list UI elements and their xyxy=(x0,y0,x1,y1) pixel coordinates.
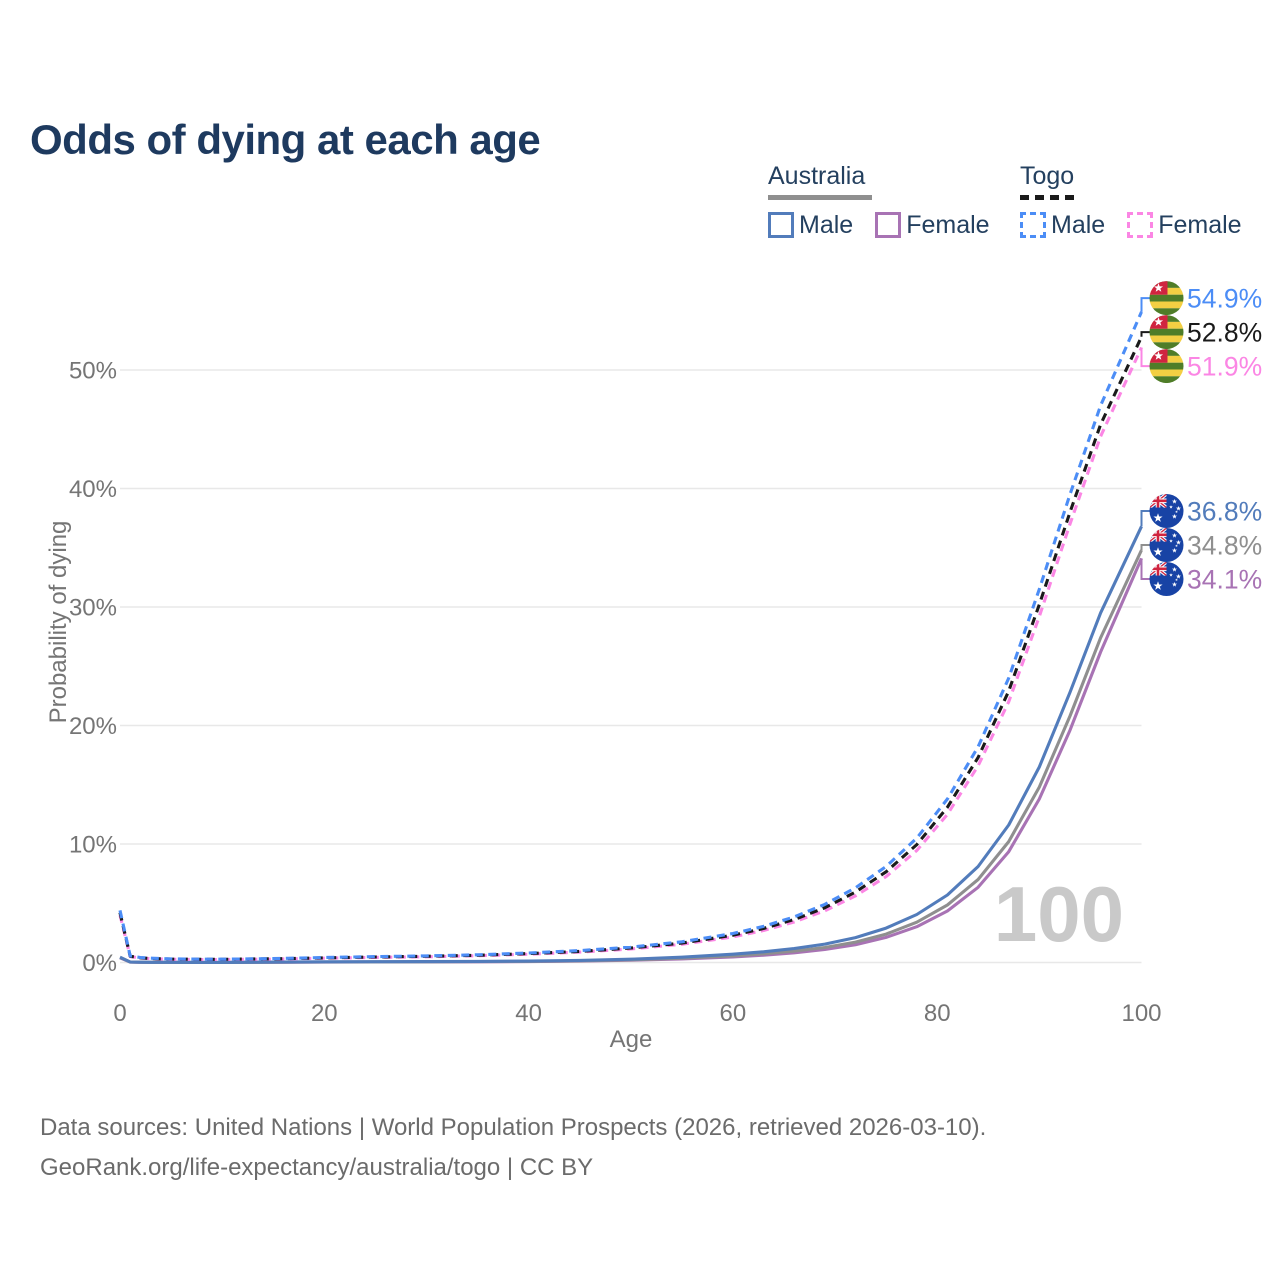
australia-female-swatch[interactable] xyxy=(875,212,902,238)
footer: Data sources: United Nations | World Pop… xyxy=(40,1108,986,1188)
legend-group-australia: Australia Male Female xyxy=(768,162,990,240)
y-tick-label: 30% xyxy=(69,595,117,622)
x-tick-label: 100 xyxy=(1121,1000,1161,1027)
gridlines-layer xyxy=(120,369,1142,964)
end-label-connector-togo-male xyxy=(1140,297,1150,312)
y-tick-label: 20% xyxy=(69,713,117,740)
y-tick-label: 50% xyxy=(69,358,117,385)
end-label-australia-both: 34.8% xyxy=(1187,531,1262,561)
australia-flag-icon xyxy=(1150,528,1184,562)
series-line-australia-male xyxy=(119,525,1143,964)
legend-togo-female-label: Female xyxy=(1158,210,1242,239)
australia-both-sexes-line-swatch xyxy=(768,194,872,200)
end-label-connector-togo-female xyxy=(1140,347,1150,368)
end-label-australia-male: 36.8% xyxy=(1187,497,1262,527)
togo-flag-icon xyxy=(1150,315,1184,349)
australia-male-swatch[interactable] xyxy=(768,212,794,238)
togo-flag-icon xyxy=(1150,349,1184,383)
x-tick-label: 80 xyxy=(924,1000,951,1027)
x-tick-label: 20 xyxy=(311,1000,338,1027)
tick-labels-layer: 0% 10% 20% 30% 40% 50% 0 20 40 60 80 100 xyxy=(69,358,1162,1028)
footer-attribution: GeoRank.org/life-expectancy/australia/to… xyxy=(40,1154,594,1181)
end-label-australia-female: 34.1% xyxy=(1187,565,1262,595)
series-line-australia-both xyxy=(119,549,1143,964)
series-line-australia-female xyxy=(119,557,1143,964)
legend-togo-male-label: Male xyxy=(1051,210,1106,239)
y-tick-label: 10% xyxy=(69,832,117,859)
togo-both-sexes-line-swatch xyxy=(1020,194,1076,200)
legend-australia-title: Australia xyxy=(768,162,866,190)
legend-togo-title: Togo xyxy=(1020,162,1075,190)
end-label-togo-male: 54.9% xyxy=(1187,284,1262,314)
y-tick-label: 0% xyxy=(82,950,117,977)
x-tick-label: 40 xyxy=(515,1000,542,1027)
end-label-connector-australia-male xyxy=(1140,510,1150,527)
series-lines-layer xyxy=(118,311,1143,964)
age-counter: 100 xyxy=(994,870,1124,958)
age-counter-layer: 100 xyxy=(994,870,1124,958)
end-label-connector-australia-female xyxy=(1140,558,1150,580)
x-tick-label: 0 xyxy=(113,1000,126,1027)
x-axis-title: Age xyxy=(609,1026,653,1053)
legend-item-togo-female[interactable]: Female xyxy=(1127,210,1242,240)
series-line-togo-male xyxy=(118,311,1143,961)
legend-group-togo: Togo Male Female xyxy=(1020,162,1242,240)
legend-item-australia-male[interactable]: Male xyxy=(768,211,853,240)
australia-flag-icon xyxy=(1150,562,1184,596)
legend-item-togo-male[interactable]: Male xyxy=(1020,211,1105,240)
togo-male-swatch[interactable] xyxy=(1020,212,1046,238)
end-labels-layer: 36.8% 34.8% 34.1% 54.9% 52.8% 51.9% xyxy=(1140,281,1262,596)
end-label-togo-both: 52.8% xyxy=(1187,318,1262,348)
footer-data-sources: Data sources: United Nations | World Pop… xyxy=(40,1114,987,1141)
y-axis-title: Probability of dying xyxy=(45,520,72,724)
chart-title: Odds of dying at each age xyxy=(30,116,541,164)
togo-flag-icon xyxy=(1150,281,1184,315)
legend-australia-female-label: Female xyxy=(906,210,990,239)
y-tick-label: 40% xyxy=(69,476,117,503)
australia-flag-icon xyxy=(1150,494,1184,528)
legend-australia-male-label: Male xyxy=(799,210,854,239)
end-label-togo-female: 51.9% xyxy=(1187,352,1262,382)
x-tick-label: 60 xyxy=(720,1000,747,1027)
legend-item-australia-female[interactable]: Female xyxy=(875,210,990,240)
end-label-connector-australia-both xyxy=(1140,544,1150,551)
togo-female-swatch[interactable] xyxy=(1127,212,1154,238)
end-label-connector-togo-both xyxy=(1140,331,1150,337)
